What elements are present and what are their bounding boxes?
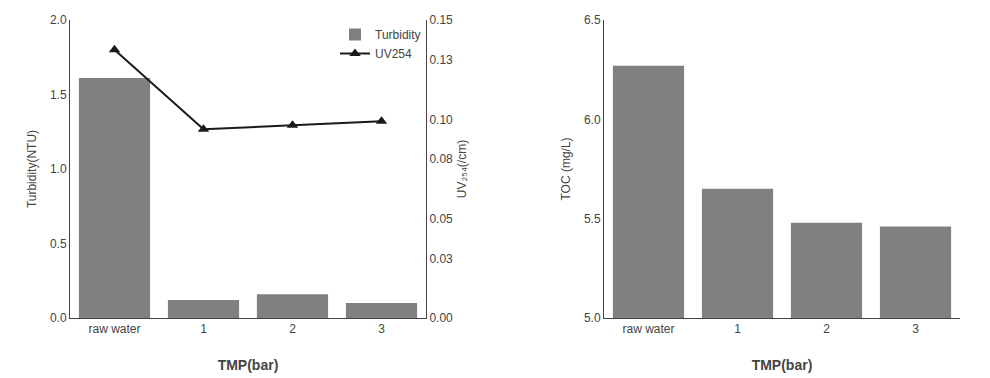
svg-text:raw water: raw water xyxy=(88,322,140,336)
svg-text:0.10: 0.10 xyxy=(429,113,453,127)
svg-text:UV254: UV254 xyxy=(375,47,412,61)
svg-text:6.0: 6.0 xyxy=(584,113,601,127)
svg-text:0.5: 0.5 xyxy=(50,237,67,251)
svg-text:6.5: 6.5 xyxy=(584,13,601,27)
svg-text:5.5: 5.5 xyxy=(584,212,601,226)
svg-text:5.0: 5.0 xyxy=(584,311,601,325)
svg-text:UV₂₅₄(/cm): UV₂₅₄(/cm) xyxy=(455,140,469,198)
svg-text:0.13: 0.13 xyxy=(429,53,453,67)
svg-text:3: 3 xyxy=(378,322,385,336)
svg-text:0.05: 0.05 xyxy=(429,212,453,226)
svg-text:Turbidity: Turbidity xyxy=(375,28,421,42)
svg-text:Turbidity(NTU): Turbidity(NTU) xyxy=(25,130,39,208)
svg-text:0.00: 0.00 xyxy=(429,311,453,325)
svg-text:0.15: 0.15 xyxy=(429,13,453,27)
svg-text:TMP(bar): TMP(bar) xyxy=(218,357,279,373)
svg-text:3: 3 xyxy=(912,322,919,336)
svg-text:TOC (mg/L): TOC (mg/L) xyxy=(559,137,573,200)
svg-text:2.0: 2.0 xyxy=(50,13,67,27)
svg-text:0.0: 0.0 xyxy=(50,311,67,325)
svg-text:2: 2 xyxy=(289,322,296,336)
svg-text:0.03: 0.03 xyxy=(429,252,453,266)
svg-text:0.08: 0.08 xyxy=(429,152,453,166)
svg-text:1.0: 1.0 xyxy=(50,162,67,176)
svg-text:2: 2 xyxy=(823,322,830,336)
svg-text:1: 1 xyxy=(734,322,741,336)
svg-text:TMP(bar): TMP(bar) xyxy=(752,357,813,373)
svg-text:raw water: raw water xyxy=(622,322,674,336)
svg-text:1.5: 1.5 xyxy=(50,88,67,102)
svg-text:1: 1 xyxy=(200,322,207,336)
